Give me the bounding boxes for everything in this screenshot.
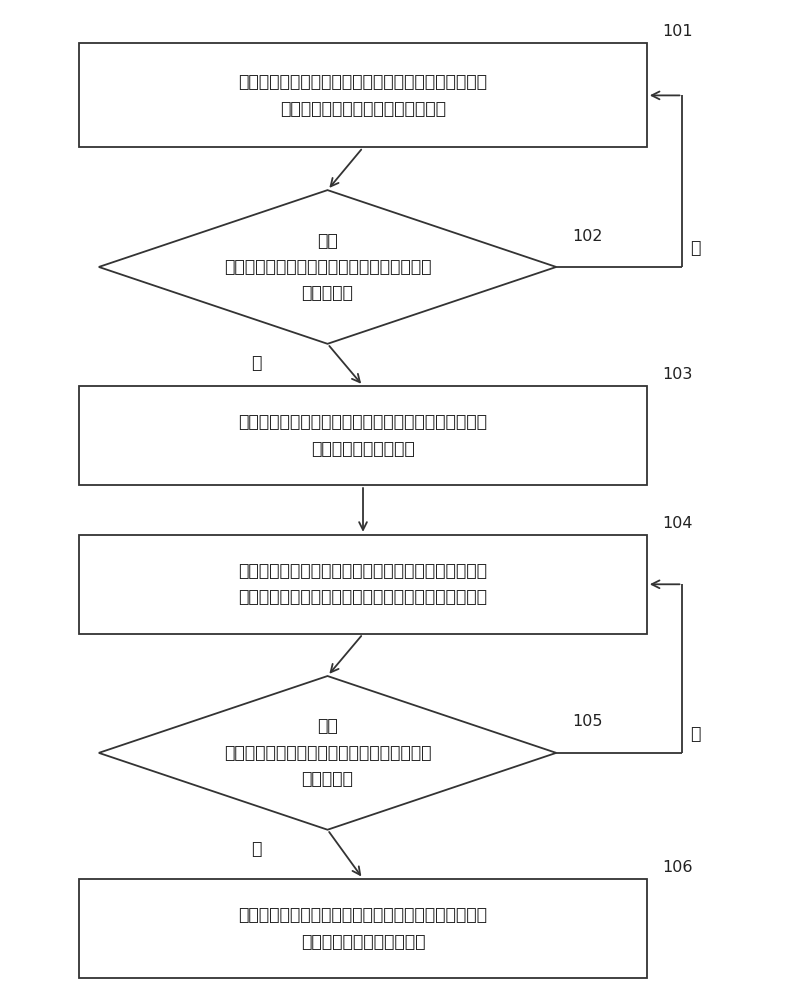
FancyBboxPatch shape xyxy=(79,43,647,147)
Text: 102: 102 xyxy=(572,229,603,244)
Polygon shape xyxy=(99,676,556,830)
Polygon shape xyxy=(99,190,556,344)
FancyBboxPatch shape xyxy=(79,386,647,485)
Text: 104: 104 xyxy=(662,516,693,531)
Text: 是: 是 xyxy=(690,239,701,257)
Text: 否: 否 xyxy=(251,840,261,858)
Text: 101: 101 xyxy=(662,24,693,39)
Text: 否: 否 xyxy=(251,354,261,372)
Text: 当用户端下单后产生的订单信息到达物流端之后，在第
一时刻分别获取所述订单在用户端和物流端的订单信息: 当用户端下单后产生的订单信息到达物流端之后，在第 一时刻分别获取所述订单在用户端… xyxy=(238,562,488,606)
Text: 检测
所述订单在所述用户端和所述物流端的订单信
息是否一致: 检测 所述订单在所述用户端和所述物流端的订单信 息是否一致 xyxy=(224,717,431,788)
Text: 103: 103 xyxy=(662,367,693,382)
Text: 是: 是 xyxy=(690,725,701,743)
Text: 记录所述第一时刻，以及所述第一时刻对应的所述用户
端和所述物流端的订单信息: 记录所述第一时刻，以及所述第一时刻对应的所述用户 端和所述物流端的订单信息 xyxy=(238,906,488,951)
FancyBboxPatch shape xyxy=(79,879,647,978)
Text: 当用户端下单后产生的订单信息到达商户端时，分别获
取订单在用户端和商户端的订单信息: 当用户端下单后产生的订单信息到达商户端时，分别获 取订单在用户端和商户端的订单信… xyxy=(238,73,488,118)
Text: 105: 105 xyxy=(572,714,603,729)
FancyBboxPatch shape xyxy=(79,535,647,634)
Text: 106: 106 xyxy=(662,860,693,875)
Text: 检测
所述订单在所述用户端和所述商户端的订单信
息是否一致: 检测 所述订单在所述用户端和所述商户端的订单信 息是否一致 xyxy=(224,232,431,302)
Text: 记录检测时刻，以及所述检测时刻对应的所述用户端和
所述商户端的订单信息: 记录检测时刻，以及所述检测时刻对应的所述用户端和 所述商户端的订单信息 xyxy=(238,413,488,458)
